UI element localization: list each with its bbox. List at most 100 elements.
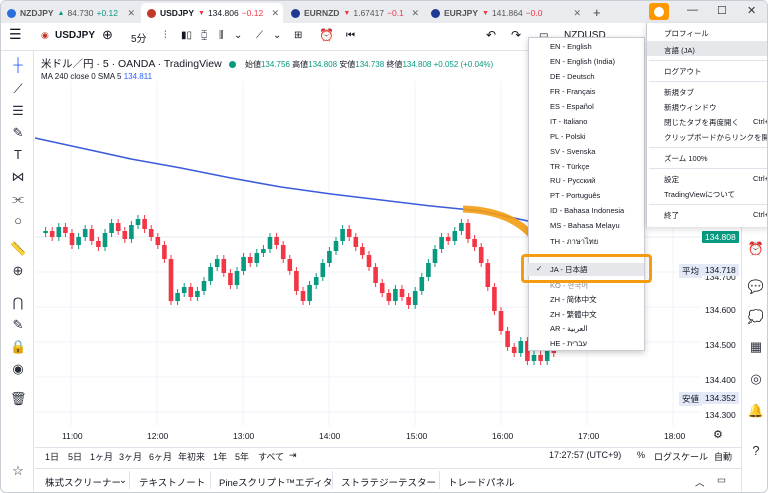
redo-icon[interactable]: ↷ bbox=[511, 28, 522, 42]
menu-language[interactable]: 言語 (JA) bbox=[664, 46, 695, 55]
help-icon[interactable]: ? bbox=[752, 443, 760, 458]
ideas-icon[interactable]: 💭 bbox=[747, 309, 765, 324]
menu-about[interactable]: TradingViewについて bbox=[664, 190, 736, 199]
notifications-icon[interactable]: 🔔 bbox=[747, 403, 765, 418]
menu-settings[interactable]: 設定 bbox=[664, 175, 679, 184]
percent-toggle[interactable]: % bbox=[637, 450, 646, 460]
replay-icon[interactable]: ⏮ bbox=[346, 30, 355, 41]
ruler-icon[interactable]: 📏 bbox=[10, 241, 27, 256]
chat-icon[interactable]: 💬 bbox=[747, 279, 765, 294]
range-3m[interactable]: 3ヶ月 bbox=[119, 452, 143, 462]
horizontal-lines-icon[interactable]: ☰ bbox=[12, 103, 24, 118]
language-item[interactable]: HE - עברית bbox=[550, 339, 587, 348]
panel-strategy-tester[interactable]: ストラテジーテスター bbox=[341, 478, 437, 489]
range-6m[interactable]: 6ヶ月 bbox=[149, 452, 173, 462]
magnet-icon[interactable]: ⋂ bbox=[12, 295, 24, 310]
log-scale-toggle[interactable]: ログスケール bbox=[654, 452, 709, 462]
tab-nzdjpy[interactable]: NZDJPY ▲ 84.730 +0.12 ✕ bbox=[1, 3, 139, 23]
chart-type-icon[interactable]: ⫼ bbox=[219, 30, 224, 41]
avatar[interactable] bbox=[649, 3, 669, 20]
range-1y[interactable]: 1年 bbox=[213, 452, 228, 462]
bar-style-icon[interactable]: ⫶ bbox=[164, 30, 167, 41]
star-icon[interactable]: ☆ bbox=[12, 463, 24, 478]
language-item[interactable]: DE - Deutsch bbox=[550, 72, 595, 81]
range-1d[interactable]: 1日 bbox=[45, 452, 60, 462]
panel-screener[interactable]: 株式スクリーナー bbox=[45, 478, 122, 489]
language-item[interactable]: EN - English bbox=[550, 42, 592, 51]
language-item[interactable]: PL - Polski bbox=[550, 132, 586, 141]
range-1m[interactable]: 1ヶ月 bbox=[90, 452, 114, 462]
eye-icon[interactable]: ◉ bbox=[12, 361, 24, 376]
undo-icon[interactable]: ↶ bbox=[486, 28, 497, 42]
compare-icon[interactable]: ⊕ bbox=[102, 27, 113, 42]
language-item[interactable]: IT - Italiano bbox=[550, 117, 588, 126]
lock-icon[interactable]: 🔒 bbox=[10, 339, 27, 354]
close-window-button[interactable]: ✕ bbox=[747, 5, 757, 17]
settings-gear-icon[interactable]: ⚙ bbox=[713, 429, 723, 441]
chevron-down-icon[interactable]: ⌄ bbox=[234, 30, 243, 41]
text-tool-icon[interactable]: T bbox=[14, 147, 22, 162]
minimize-button[interactable]: — bbox=[687, 4, 698, 16]
panel-text-notes[interactable]: テキストノート bbox=[139, 478, 206, 489]
collapse-panel-icon[interactable]: ︿ bbox=[695, 478, 705, 489]
menu-logout[interactable]: ログアウト bbox=[664, 67, 702, 76]
window-layout-icon[interactable]: ▭ bbox=[539, 30, 549, 41]
chevron-down-icon[interactable]: ⌄ bbox=[273, 30, 282, 41]
language-item[interactable]: ES - Español bbox=[550, 102, 594, 111]
chevron-down-icon[interactable]: ⌄ bbox=[119, 475, 127, 486]
crosshair-icon[interactable]: ┼ bbox=[13, 57, 23, 72]
new-tab-button[interactable]: + bbox=[593, 5, 601, 20]
maximize-panel-icon[interactable]: ▭ bbox=[717, 475, 726, 486]
language-item[interactable]: TR - Türkçe bbox=[550, 162, 590, 171]
menu-open-link[interactable]: クリップボードからリンクを開く bbox=[664, 133, 768, 142]
brush-icon[interactable]: ✎ bbox=[12, 125, 24, 140]
interval-button[interactable]: 5分 bbox=[131, 34, 147, 45]
range-ytd[interactable]: 年初来 bbox=[178, 452, 206, 462]
language-item[interactable]: FR - Français bbox=[550, 87, 596, 96]
trend-line-icon[interactable]: ⟋ bbox=[13, 81, 23, 96]
panel-pine-editor[interactable]: Pineスクリプト™エディタ bbox=[219, 478, 333, 489]
candle-style-icon[interactable]: ⧮ bbox=[201, 30, 208, 41]
second-symbol[interactable]: NZDUSD bbox=[564, 30, 606, 41]
alert-icon[interactable]: ⏰ bbox=[319, 28, 334, 42]
language-item[interactable]: KO - 한국어 bbox=[550, 281, 589, 290]
shapes-icon[interactable]: ○ bbox=[14, 213, 22, 228]
prediction-icon[interactable]: ⫘ bbox=[12, 191, 24, 206]
range-all[interactable]: すべて bbox=[258, 452, 285, 462]
tab-eurjpy[interactable]: EURJPY ▼ 141.864 −0.0 ✕ bbox=[425, 3, 585, 23]
tab-eurnzd[interactable]: EURNZD ▼ 1.67417 −0.1 ✕ bbox=[285, 3, 423, 23]
menu-new-window[interactable]: 新規ウィンドウ bbox=[664, 103, 717, 112]
indicators-icon[interactable]: ⟋ bbox=[256, 30, 263, 41]
symbol-search-button[interactable]: USDJPY bbox=[55, 30, 96, 41]
close-tab-icon[interactable]: ✕ bbox=[127, 7, 135, 18]
language-item[interactable]: AR - العربية bbox=[550, 324, 588, 333]
menu-zoom[interactable]: ズーム 100% bbox=[664, 154, 708, 163]
range-5y[interactable]: 5年 bbox=[235, 452, 250, 462]
close-tab-icon[interactable]: ✕ bbox=[573, 7, 581, 18]
pattern-icon[interactable]: ⋈ bbox=[11, 169, 25, 184]
close-tab-icon[interactable]: ✕ bbox=[411, 7, 419, 18]
maximize-button[interactable]: ☐ bbox=[717, 5, 727, 17]
language-item[interactable]: ID - Bahasa Indonesia bbox=[550, 206, 625, 215]
layout-icon[interactable]: ⊞ bbox=[294, 30, 303, 41]
language-item[interactable]: ZH - 繁體中文 bbox=[550, 310, 597, 319]
close-tab-icon[interactable]: ✕ bbox=[268, 7, 279, 19]
watchlist-icon[interactable]: ⏰ bbox=[747, 241, 765, 256]
trash-icon[interactable]: 🗑 bbox=[10, 391, 27, 406]
zoom-in-icon[interactable]: ⊕ bbox=[12, 263, 24, 278]
language-item[interactable]: RU - Русский bbox=[550, 176, 596, 185]
panel-trading[interactable]: トレードパネル bbox=[448, 478, 515, 489]
tab-usdjpy[interactable]: USDJPY ▼ 134.806 −0.12 ✕ bbox=[141, 3, 283, 23]
calendar-icon[interactable]: ▦ bbox=[749, 339, 763, 354]
streams-icon[interactable]: ◎ bbox=[750, 371, 762, 386]
auto-scale-toggle[interactable]: 自動 bbox=[714, 452, 733, 462]
language-item[interactable]: EN - English (India) bbox=[550, 57, 616, 66]
language-item[interactable]: TH - ภาษาไทย bbox=[550, 237, 599, 246]
range-5d[interactable]: 5日 bbox=[68, 452, 83, 462]
language-item[interactable]: PT - Português bbox=[550, 191, 601, 200]
language-item[interactable]: SV - Svenska bbox=[550, 147, 596, 156]
menu-new-tab[interactable]: 新規タブ bbox=[664, 88, 694, 97]
lock-drawing-icon[interactable]: ✎ bbox=[12, 317, 24, 332]
menu-profile[interactable]: プロフィール bbox=[664, 29, 709, 38]
